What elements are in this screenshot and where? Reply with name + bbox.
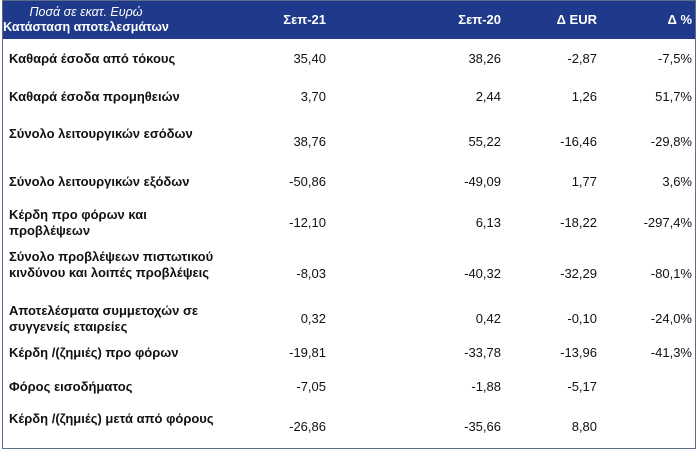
cell-delta-pct: 51,7% — [655, 89, 692, 104]
column-header-sep20: Σεπ-20 — [458, 12, 501, 27]
row-label: Κέρδη /(ζημιές) μετά από φόρους — [9, 411, 214, 426]
table-header: Ποσά σε εκατ. Ευρώ Κατάσταση αποτελεσμάτ… — [3, 1, 695, 39]
table-title: Κατάσταση αποτελεσμάτων — [3, 20, 169, 34]
cell-delta-eur: -2,87 — [567, 51, 597, 66]
cell-sep20: 38,26 — [468, 51, 501, 66]
cell-delta-pct: -24,0% — [650, 311, 692, 326]
row-label: Σύνολο λειτουργικών εξόδων — [9, 174, 190, 189]
cell-delta-pct: 3,6% — [662, 174, 692, 189]
cell-delta-eur: -32,29 — [560, 266, 597, 281]
cell-delta-pct: -29,8% — [650, 134, 692, 149]
cell-delta-pct: -7,5% — [658, 51, 692, 66]
cell-sep21: -7,05 — [296, 379, 326, 394]
cell-delta-eur: -0,10 — [567, 311, 597, 326]
cell-sep21: -50,86 — [289, 174, 326, 189]
column-header-sep21: Σεπ-21 — [283, 12, 326, 27]
cell-delta-eur: 1,77 — [571, 174, 597, 189]
cell-sep21: 38,76 — [293, 134, 326, 149]
cell-sep20: -33,78 — [464, 345, 501, 360]
cell-delta-eur: -16,46 — [560, 134, 597, 149]
row-label: Καθαρά έσοδα από τόκους — [9, 51, 176, 66]
cell-sep21: -8,03 — [296, 266, 326, 281]
row-label: Κέρδη προ φόρων και προβλέψεων — [9, 207, 147, 238]
cell-sep21: 35,40 — [293, 51, 326, 66]
row-label: Φόρος εισοδήματος — [9, 379, 133, 394]
cell-delta-pct: -297,4% — [643, 215, 692, 230]
row-label: Καθαρά έσοδα προμηθειών — [9, 89, 180, 104]
cell-sep21: -19,81 — [289, 345, 326, 360]
cell-sep20: 55,22 — [468, 134, 501, 149]
cell-delta-pct: -80,1% — [650, 266, 692, 281]
cell-delta-pct: -41,3% — [650, 345, 692, 360]
cell-delta-eur: -13,96 — [560, 345, 597, 360]
row-label: Κέρδη /(ζημιές) προ φόρων — [9, 345, 179, 360]
cell-sep21: 3,70 — [300, 89, 326, 104]
cell-sep20: -49,09 — [464, 174, 501, 189]
cell-sep21: -26,86 — [289, 419, 326, 434]
cell-delta-eur: -18,22 — [560, 215, 597, 230]
row-label: Σύνολο λειτουργικών εσόδων — [9, 126, 193, 141]
cell-delta-eur: -5,17 — [567, 379, 597, 394]
cell-sep20: -35,66 — [464, 419, 501, 434]
cell-sep20: 6,13 — [475, 215, 501, 230]
row-label: Αποτελέσματα συμμετοχών σε συγγενείς ετα… — [9, 303, 199, 334]
cell-sep20: -1,88 — [471, 379, 501, 394]
column-header-delta-pct: Δ % — [667, 12, 692, 27]
cell-sep21: -12,10 — [289, 215, 326, 230]
row-label: Σύνολο προβλέψεων πιστωτικού κινδύνου κα… — [9, 249, 214, 280]
column-header-delta-eur: Δ EUR — [556, 12, 597, 27]
cell-sep20: 0,42 — [475, 311, 501, 326]
cell-delta-eur: 8,80 — [571, 419, 597, 434]
cell-delta-eur: 1,26 — [571, 89, 597, 104]
cell-sep20: 2,44 — [475, 89, 501, 104]
units-caption: Ποσά σε εκατ. Ευρώ — [29, 5, 143, 19]
cell-sep21: 0,32 — [300, 311, 326, 326]
cell-sep20: -40,32 — [464, 266, 501, 281]
